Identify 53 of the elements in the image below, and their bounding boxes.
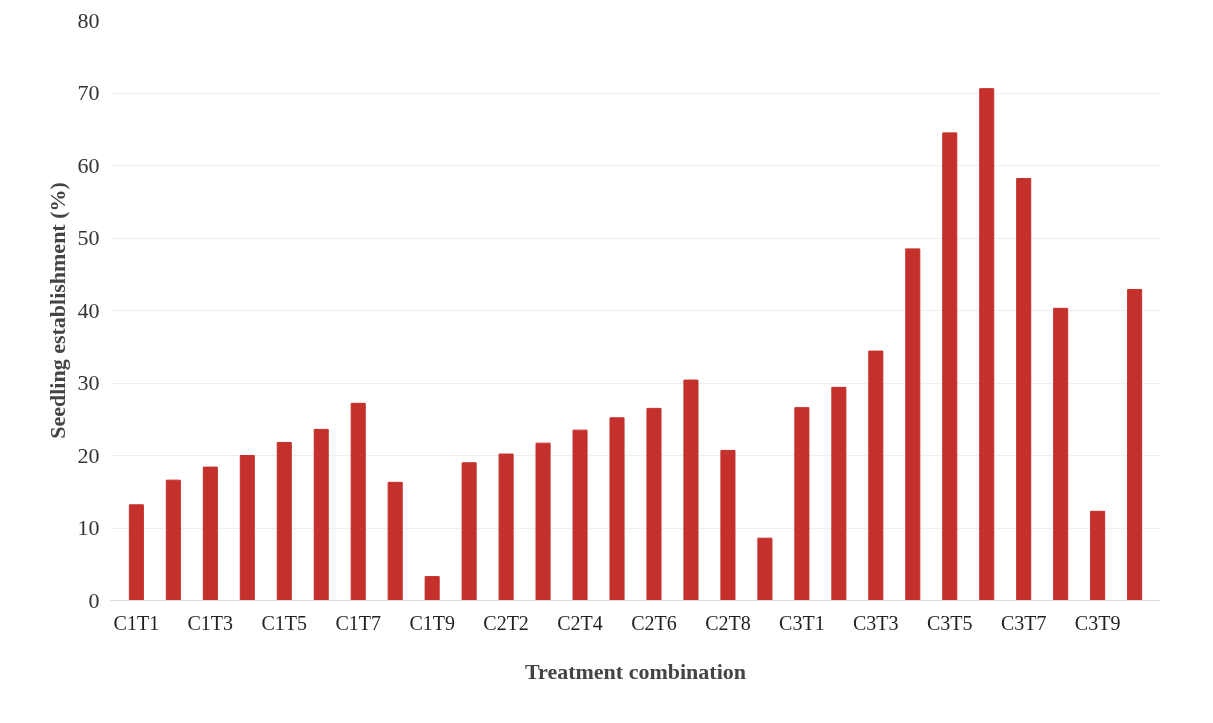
bar	[239, 455, 255, 601]
y-tick-label: 20	[77, 442, 100, 468]
x-tick-label: C2T2	[483, 611, 529, 634]
bar	[276, 441, 292, 601]
y-tick-label: 80	[77, 7, 100, 33]
x-tick-label: C3T9	[1074, 611, 1121, 634]
x-tick-label: C3T7	[1000, 611, 1047, 634]
x-tick-label: C2T8	[705, 611, 751, 634]
bar	[1127, 288, 1143, 601]
y-tick-label: 70	[77, 80, 100, 105]
bar	[498, 453, 514, 601]
y-tick-label: 40	[77, 297, 100, 323]
bar	[683, 379, 699, 601]
bar	[1053, 307, 1069, 601]
bar	[646, 407, 662, 601]
x-tick-label: C3T1	[779, 611, 825, 634]
bar	[979, 88, 995, 601]
x-tick-label: C1T1	[113, 611, 160, 634]
bar	[1016, 178, 1032, 601]
x-tick-label: C3T3	[853, 611, 899, 634]
bar	[165, 479, 181, 601]
bar	[942, 132, 958, 601]
bar	[387, 481, 403, 601]
bar	[350, 402, 366, 601]
x-axis-title: Treatment combination	[525, 658, 746, 684]
bar	[202, 466, 218, 601]
bar	[461, 462, 477, 601]
bar	[128, 504, 144, 601]
x-tick-label: C1T7	[335, 611, 381, 634]
y-axis-title: Seedling establishment (%)	[44, 182, 70, 439]
x-tick-label: C3T5	[926, 611, 973, 634]
y-tick-label: 60	[77, 152, 100, 178]
bar	[905, 248, 921, 601]
bar	[720, 449, 736, 601]
x-tick-label: C2T4	[557, 611, 603, 634]
y-tick-label: 30	[77, 370, 100, 395]
bar	[757, 537, 773, 601]
x-tick-label: C2T6	[631, 611, 677, 634]
y-tick-label: 10	[77, 515, 100, 540]
bar	[831, 386, 847, 601]
bar	[609, 417, 625, 601]
bar	[313, 428, 329, 601]
bar	[794, 407, 810, 601]
x-tick-label: C1T5	[261, 611, 308, 634]
bar	[535, 442, 551, 601]
bar	[1090, 510, 1106, 601]
x-tick-label: C1T3	[187, 611, 234, 634]
bar	[572, 429, 588, 601]
bar	[868, 350, 884, 601]
y-tick-label: 50	[77, 225, 100, 250]
bar	[424, 576, 440, 601]
x-tick-label: C1T9	[409, 611, 455, 634]
y-tick-label: 0	[88, 587, 100, 613]
